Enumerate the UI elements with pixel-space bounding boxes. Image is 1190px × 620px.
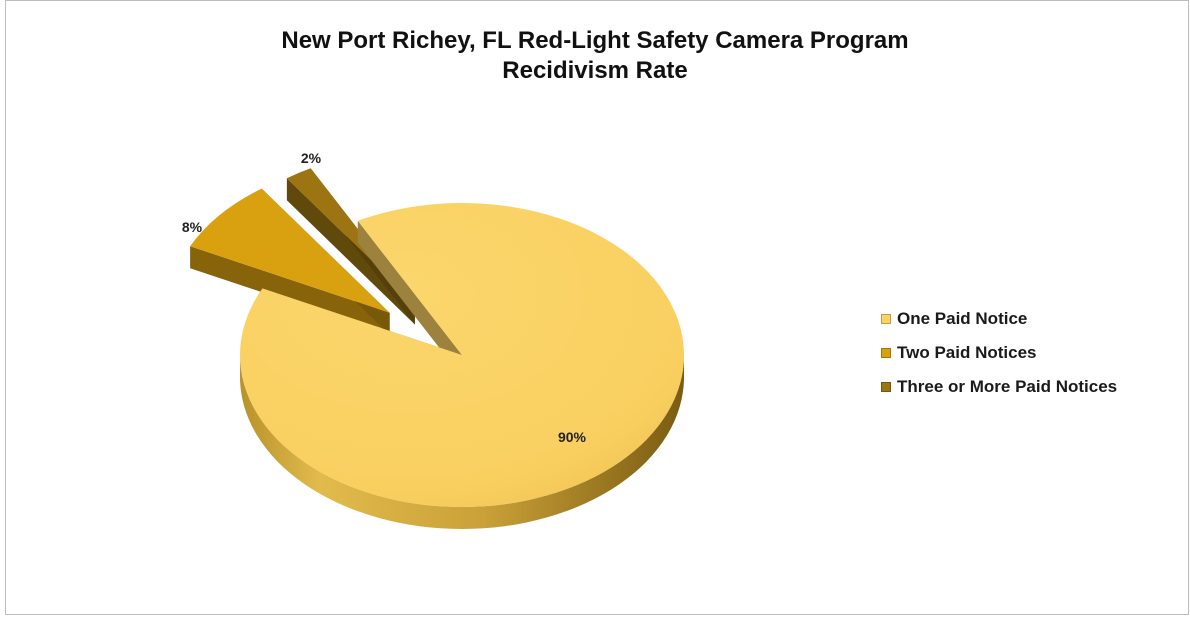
pie-top-one-paid-notice: [239, 203, 684, 507]
legend-label-three-or-more-paid-notices: Three or More Paid Notices: [897, 377, 1118, 396]
pie-slice-two-paid-notices: [190, 188, 390, 335]
pie-side-wall-two-paid-notices-start: [190, 246, 390, 335]
legend-swatch-one-paid-notice: [881, 314, 891, 324]
legend-swatch-three-or-more-paid-notices: [881, 382, 891, 392]
data-label-two-paid-notices: 8%: [182, 219, 203, 235]
data-label-one-paid-notice: 90%: [558, 429, 587, 445]
pie-slice-one-paid-notice: [239, 203, 684, 529]
pie-side-wall-one-paid-notice-start: [357, 220, 462, 377]
legend-label-two-paid-notices: Two Paid Notices: [897, 343, 1037, 362]
chart-title-line-1: New Port Richey, FL Red-Light Safety Cam…: [281, 27, 909, 54]
chart-title: New Port Richey, FL Red-Light Safety Cam…: [0, 26, 1190, 86]
data-label-three-or-more-paid-notices: 2%: [301, 150, 322, 166]
legend-label-one-paid-notice: One Paid Notice: [897, 309, 1028, 328]
pie-side-wall-three-or-more-paid-notices-start: [286, 178, 415, 325]
pie-top-two-paid-notices: [190, 188, 390, 313]
chart-title-line-2: Recidivism Rate: [502, 57, 688, 84]
legend-swatch-two-paid-notices: [881, 348, 891, 358]
